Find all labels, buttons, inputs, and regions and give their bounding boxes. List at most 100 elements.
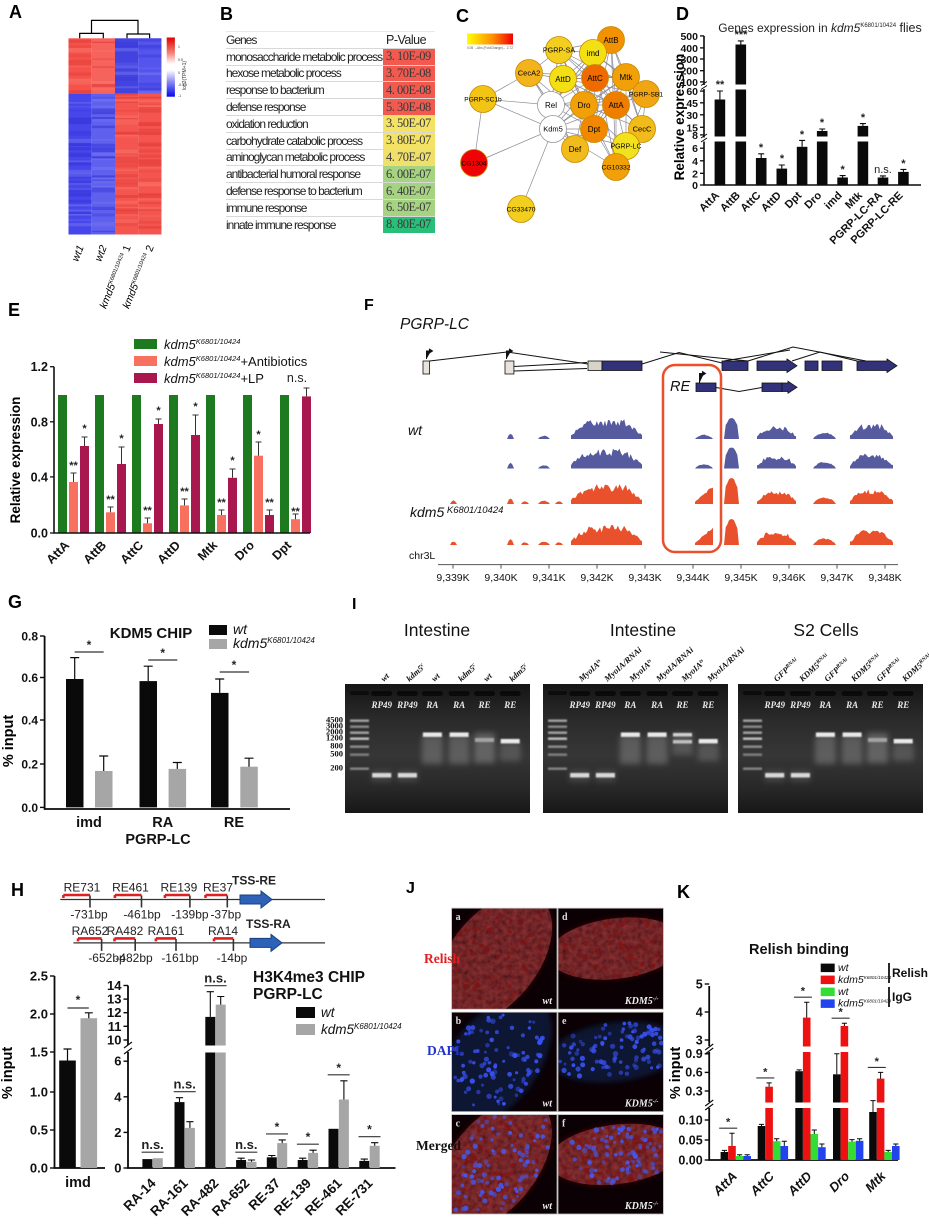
- svg-text:1.5: 1.5: [30, 1045, 48, 1060]
- svg-text:0.00: 0.00: [678, 1153, 702, 1167]
- svg-text:*: *: [759, 142, 764, 154]
- svg-text:-0.5: -0.5: [178, 83, 184, 87]
- svg-text:wt: wt: [429, 670, 442, 683]
- svg-text:-1: -1: [178, 94, 181, 98]
- svg-text:0.0: 0.0: [21, 801, 38, 815]
- svg-text:AttD: AttD: [784, 1168, 815, 1199]
- svg-text:kdm5K6801/10424: kdm5K6801/10424: [838, 974, 891, 986]
- svg-text:RA14: RA14: [208, 924, 238, 938]
- svg-text:0.2: 0.2: [21, 758, 38, 772]
- svg-text:RE: RE: [870, 700, 883, 710]
- svg-text:12: 12: [107, 1005, 121, 1020]
- svg-text:Dro: Dro: [802, 189, 824, 211]
- svg-text:0.3: 0.3: [685, 1084, 702, 1098]
- svg-text:1.2: 1.2: [31, 360, 48, 374]
- svg-text:wt: wt: [838, 962, 850, 974]
- svg-text:**: **: [180, 486, 189, 498]
- svg-text:*: *: [336, 1061, 341, 1075]
- svg-text:*: *: [840, 164, 845, 176]
- svg-text:5: 5: [696, 977, 703, 991]
- svg-text:a: a: [456, 912, 461, 923]
- svg-text:RP49: RP49: [370, 700, 392, 710]
- svg-text:AttA: AttA: [608, 101, 624, 110]
- svg-text:kdm5K6801/10424+LP: kdm5K6801/10424+LP: [164, 371, 264, 386]
- svg-text:CG1304: CG1304: [461, 160, 487, 167]
- svg-text:9,344K: 9,344K: [676, 572, 709, 584]
- svg-text:--Abs (FoldChange)--: --Abs (FoldChange)--: [475, 46, 505, 50]
- svg-text:Mtk: Mtk: [195, 538, 220, 563]
- svg-text:log2(TPM+1): log2(TPM+1): [182, 61, 188, 90]
- svg-text:% input: % input: [0, 1047, 16, 1100]
- svg-text:n.s.: n.s.: [173, 1077, 195, 1092]
- svg-text:PGRP-SA: PGRP-SA: [543, 46, 576, 55]
- svg-text:IgG: IgG: [892, 990, 912, 1004]
- svg-text:***: ***: [735, 29, 749, 41]
- svg-text:800: 800: [330, 741, 343, 751]
- svg-text:imd: imd: [76, 815, 102, 831]
- svg-text:*: *: [193, 401, 198, 413]
- svg-text:wt1: wt1: [70, 244, 87, 264]
- svg-text:KDM5 CHIP: KDM5 CHIP: [110, 625, 193, 642]
- svg-text:PGRP-LC: PGRP-LC: [400, 316, 470, 333]
- svg-text:RP49: RP49: [763, 700, 785, 710]
- svg-text:AttD: AttD: [759, 190, 784, 215]
- svg-text:TSS-RE: TSS-RE: [232, 874, 276, 888]
- svg-text:*: *: [820, 117, 825, 129]
- svg-text:1200: 1200: [326, 733, 343, 743]
- svg-text:0: 0: [692, 180, 698, 192]
- svg-text:*: *: [861, 112, 866, 124]
- svg-text:n.s.: n.s.: [204, 971, 226, 986]
- svg-text:RE: RE: [224, 815, 244, 831]
- svg-text:*: *: [306, 1130, 311, 1144]
- svg-text:9,345K: 9,345K: [724, 572, 757, 584]
- svg-text:MyoIA/RNAi: MyoIA/RNAi: [704, 644, 747, 684]
- svg-text:c: c: [456, 1119, 461, 1130]
- svg-text:Mtk: Mtk: [620, 73, 634, 82]
- svg-text:GFPRNAi: GFPRNAi: [822, 656, 851, 684]
- svg-text:RE139: RE139: [161, 881, 198, 895]
- svg-text:RE: RE: [477, 700, 490, 710]
- svg-text:4: 4: [696, 1005, 703, 1019]
- svg-text:chr3L: chr3L: [409, 550, 435, 562]
- svg-text:9,339K: 9,339K: [436, 572, 469, 584]
- svg-text:Kdm5: Kdm5: [543, 125, 563, 134]
- svg-text:KDM5-/-: KDM5-/-: [624, 996, 658, 1007]
- svg-text:-161bp: -161bp: [161, 951, 199, 965]
- svg-text:kdm5K6801/10424: kdm5K6801/10424: [233, 635, 315, 651]
- svg-text:0.4: 0.4: [21, 714, 38, 728]
- svg-text:0.8: 0.8: [21, 630, 38, 644]
- svg-text:**: **: [106, 494, 115, 506]
- svg-text:400: 400: [680, 43, 698, 55]
- svg-text:Dpt: Dpt: [269, 538, 294, 563]
- svg-text:0.10: 0.10: [678, 1113, 702, 1127]
- svg-text:RA: RA: [425, 700, 438, 710]
- svg-text:AttA: AttA: [697, 190, 722, 215]
- svg-text:CecC: CecC: [633, 125, 652, 134]
- svg-text:RA: RA: [650, 700, 663, 710]
- svg-text:3: 3: [696, 1033, 703, 1047]
- svg-text:-37bp: -37bp: [210, 908, 241, 922]
- svg-text:AttB: AttB: [603, 36, 618, 45]
- svg-text:2000: 2000: [326, 727, 343, 737]
- svg-text:4: 4: [692, 156, 698, 168]
- svg-text:3000: 3000: [326, 721, 343, 731]
- svg-text:PGRP-LC: PGRP-LC: [253, 986, 323, 1003]
- svg-text:**: **: [217, 497, 226, 509]
- svg-text:kdm5K6801/10424+Antibiotics: kdm5K6801/10424+Antibiotics: [164, 354, 308, 369]
- svg-text:RE731: RE731: [64, 881, 101, 895]
- svg-text:S2 Cells: S2 Cells: [793, 620, 858, 640]
- svg-text:*: *: [275, 1120, 280, 1134]
- svg-text:imd: imd: [822, 190, 844, 212]
- svg-text:RA: RA: [152, 815, 173, 831]
- svg-text:kdm5K6801/10424: kdm5K6801/10424: [321, 1022, 402, 1037]
- svg-text:*: *: [875, 1056, 880, 1068]
- svg-text:Genes expression in kdm5K6801/: Genes expression in kdm5K6801/10424 flie…: [718, 21, 921, 35]
- svg-text:-461bp: -461bp: [123, 908, 161, 922]
- svg-text:RA: RA: [845, 700, 858, 710]
- svg-text:8: 8: [692, 130, 698, 142]
- svg-text:wt: wt: [233, 621, 248, 637]
- svg-text:AttA: AttA: [709, 1169, 740, 1200]
- svg-text:% input: % input: [1, 715, 17, 768]
- svg-text:Relish: Relish: [424, 951, 460, 966]
- svg-text:b: b: [456, 1016, 462, 1027]
